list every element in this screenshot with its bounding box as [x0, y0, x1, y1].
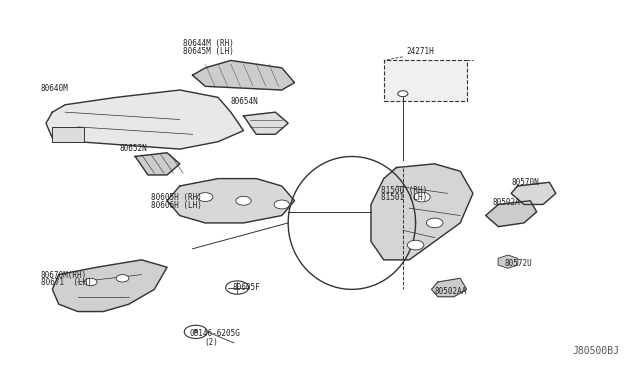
- Bar: [384, 61, 467, 101]
- Text: (2): (2): [204, 338, 218, 347]
- Text: 24271H: 24271H: [406, 47, 434, 56]
- Polygon shape: [244, 112, 288, 134]
- Polygon shape: [431, 278, 467, 297]
- Text: 08146-6205G: 08146-6205G: [189, 329, 240, 338]
- Polygon shape: [511, 182, 556, 205]
- Text: 80605H (RH): 80605H (RH): [151, 193, 202, 202]
- Text: 80644M (RH): 80644M (RH): [183, 39, 234, 48]
- Polygon shape: [46, 90, 244, 149]
- Text: 81501 (LH): 81501 (LH): [381, 193, 427, 202]
- Circle shape: [226, 281, 248, 294]
- Text: 80502AA: 80502AA: [435, 287, 467, 296]
- Text: 80671  (LH): 80671 (LH): [41, 278, 92, 287]
- Circle shape: [274, 200, 289, 209]
- Circle shape: [84, 278, 97, 286]
- Circle shape: [198, 193, 213, 202]
- Text: 80570N: 80570N: [511, 178, 539, 187]
- Circle shape: [407, 240, 424, 250]
- Text: J80500BJ: J80500BJ: [573, 346, 620, 356]
- Text: 80572U: 80572U: [505, 259, 532, 268]
- Polygon shape: [167, 179, 294, 223]
- Polygon shape: [193, 61, 294, 90]
- Polygon shape: [52, 260, 167, 311]
- Circle shape: [184, 325, 207, 339]
- Text: 80640M: 80640M: [41, 84, 68, 93]
- Circle shape: [413, 192, 430, 202]
- Text: 80654N: 80654N: [231, 97, 259, 106]
- Circle shape: [236, 196, 251, 205]
- Text: 80670M(RH): 80670M(RH): [41, 271, 87, 280]
- Text: 80606H (LH): 80606H (LH): [151, 201, 202, 210]
- Text: 80645M (LH): 80645M (LH): [183, 47, 234, 56]
- Text: 80502A: 80502A: [492, 198, 520, 207]
- Polygon shape: [486, 201, 537, 227]
- Text: B: B: [194, 329, 198, 334]
- Text: 81500 (RH): 81500 (RH): [381, 186, 427, 195]
- Circle shape: [397, 91, 408, 97]
- Circle shape: [426, 218, 443, 228]
- Circle shape: [116, 275, 129, 282]
- Bar: [52, 127, 84, 142]
- Text: 80605F: 80605F: [232, 283, 260, 292]
- Polygon shape: [371, 164, 473, 260]
- Text: 80652N: 80652N: [119, 144, 147, 153]
- Polygon shape: [135, 153, 180, 175]
